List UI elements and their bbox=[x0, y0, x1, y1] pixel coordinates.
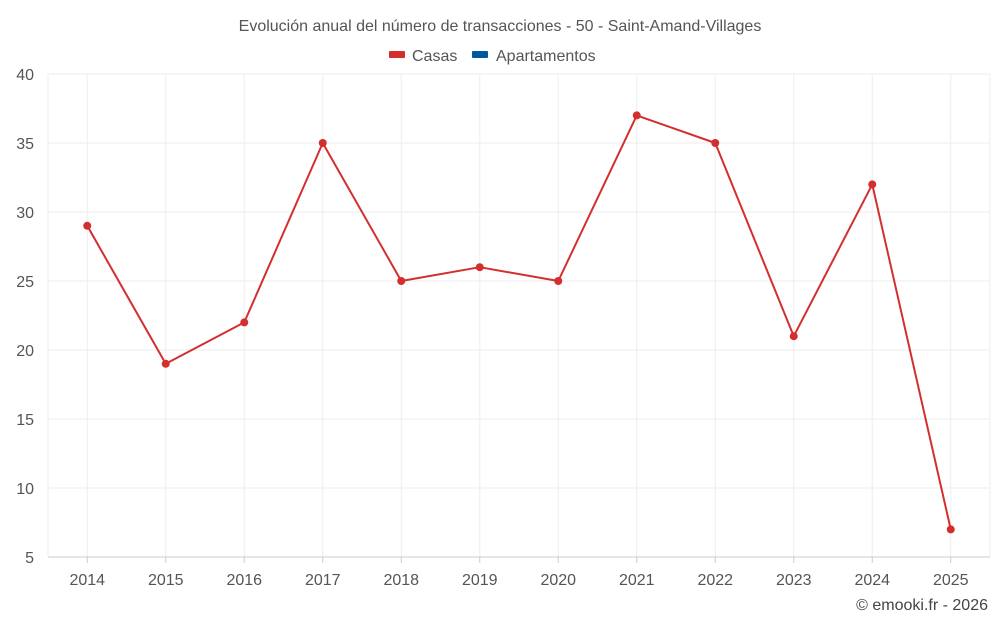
x-tick-label: 2022 bbox=[697, 572, 733, 589]
data-point-casas-2024[interactable] bbox=[868, 180, 877, 189]
x-tick-label: 2025 bbox=[933, 572, 969, 589]
grid bbox=[47, 73, 991, 557]
x-tick-label: 2023 bbox=[776, 572, 812, 589]
x-tick-label: 2016 bbox=[226, 572, 262, 589]
x-tick-label: 2020 bbox=[540, 572, 576, 589]
legend-label-casas: Casas bbox=[412, 48, 457, 65]
data-point-casas-2016[interactable] bbox=[240, 318, 249, 327]
x-tick-label: 2019 bbox=[462, 572, 498, 589]
y-tick-label: 35 bbox=[16, 136, 34, 153]
legend-item-casas[interactable]: Casas bbox=[389, 48, 457, 65]
x-tick-label: 2024 bbox=[854, 572, 890, 589]
legend: Casas Apartamentos bbox=[389, 48, 596, 65]
data-point-casas-2017[interactable] bbox=[318, 139, 327, 147]
data-point-casas-2023[interactable] bbox=[789, 332, 798, 341]
data-point-casas-2022[interactable] bbox=[711, 139, 720, 147]
data-point-casas-2020[interactable] bbox=[554, 277, 563, 285]
y-tick-label: 10 bbox=[16, 481, 34, 498]
data-point-casas-2015[interactable] bbox=[161, 359, 170, 368]
data-point-casas-2019[interactable] bbox=[475, 263, 484, 272]
data-point-casas-2021[interactable] bbox=[632, 111, 641, 120]
chart-title: Evolución anual del número de transaccio… bbox=[239, 18, 762, 35]
legend-label-apartamentos: Apartamentos bbox=[496, 48, 596, 65]
data-point-casas-2018[interactable] bbox=[397, 277, 406, 285]
x-tick-label: 2017 bbox=[305, 572, 341, 589]
series bbox=[83, 111, 955, 534]
credit-text: © emooki.fr - 2026 bbox=[856, 597, 988, 614]
y-tick-label: 20 bbox=[16, 343, 34, 360]
x-tick-label: 2014 bbox=[69, 572, 105, 589]
y-tick-label: 15 bbox=[16, 412, 34, 429]
y-tick-label: 40 bbox=[16, 67, 34, 84]
legend-swatch-casas bbox=[389, 51, 405, 58]
y-tick-label: 30 bbox=[16, 205, 34, 222]
y-tick-label: 5 bbox=[25, 550, 34, 567]
legend-item-apartamentos[interactable]: Apartamentos bbox=[472, 48, 596, 65]
x-tick-label: 2021 bbox=[619, 572, 655, 589]
x-tick-label: 2018 bbox=[383, 572, 419, 589]
x-tick-label: 2015 bbox=[148, 572, 184, 589]
data-point-casas-2025[interactable] bbox=[946, 525, 955, 534]
legend-swatch-apartamentos bbox=[472, 51, 488, 58]
series-line-casas bbox=[86, 114, 952, 530]
data-point-casas-2014[interactable] bbox=[83, 221, 92, 230]
y-tick-label: 25 bbox=[16, 274, 34, 291]
